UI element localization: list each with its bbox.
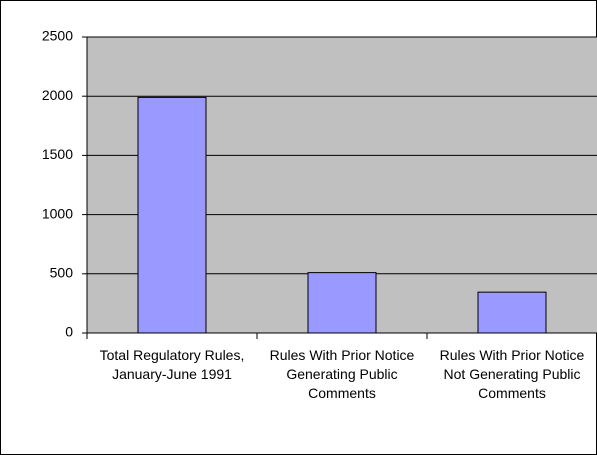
y-tick-label: 0 xyxy=(65,324,73,340)
x-tick-label: Rules With Prior Notice Not Generating P… xyxy=(439,347,585,401)
y-tick-label: 2000 xyxy=(42,87,73,103)
y-tick-label: 500 xyxy=(50,265,74,281)
y-tick-label: 1000 xyxy=(42,205,73,221)
x-tick-label: Total Regulatory Rules, January-June 199… xyxy=(99,347,245,382)
bar xyxy=(137,96,207,334)
y-tick-label: 1500 xyxy=(42,146,73,162)
bar xyxy=(307,272,377,334)
bar xyxy=(477,291,547,334)
y-tick-label: 2500 xyxy=(42,28,73,44)
x-tick-label: Rules With Prior Notice Generating Publi… xyxy=(269,347,415,401)
